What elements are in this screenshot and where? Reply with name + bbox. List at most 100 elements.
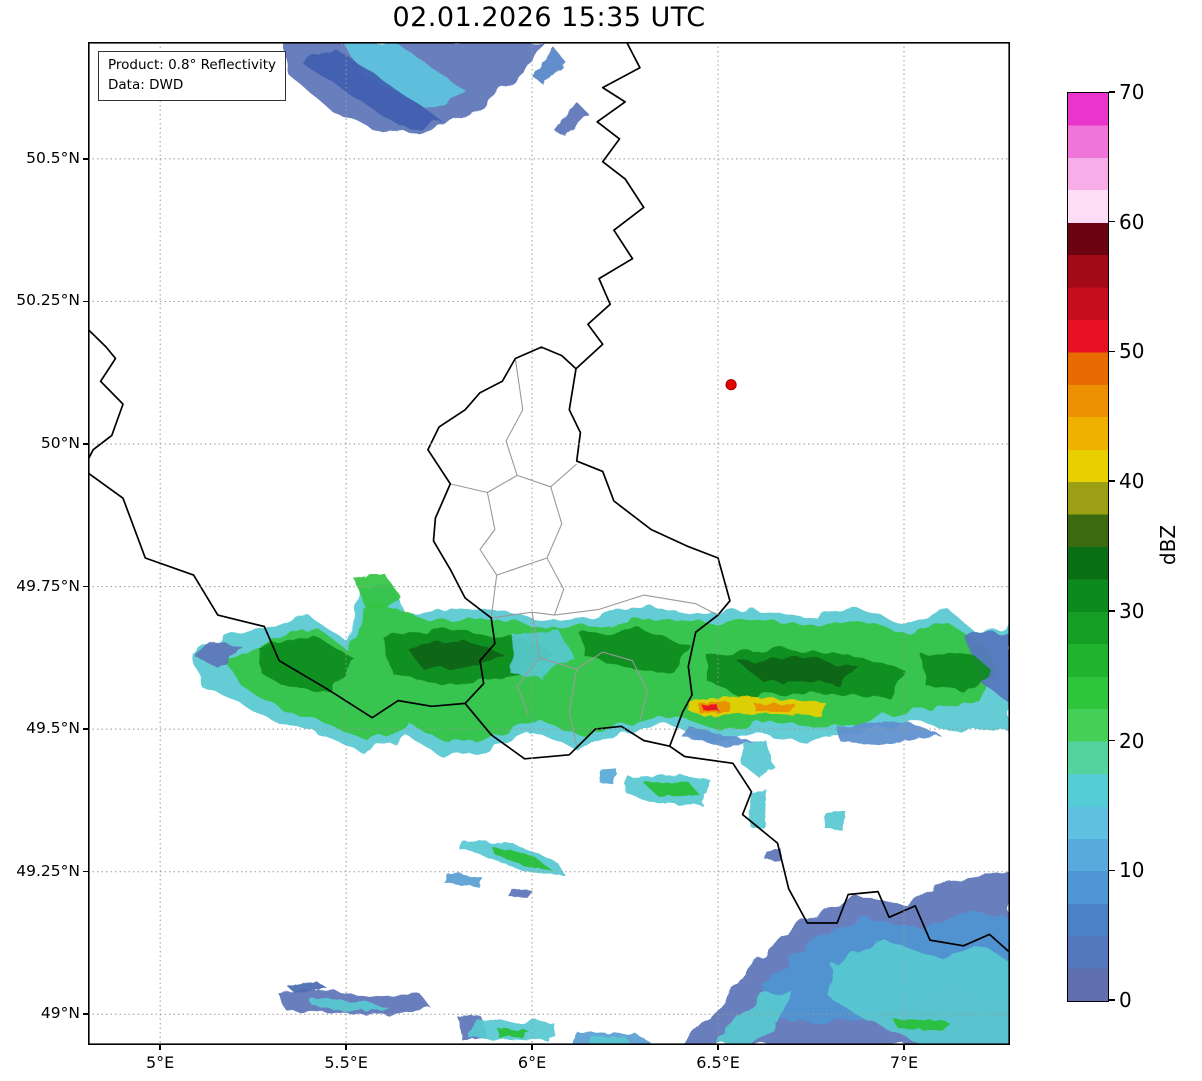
admin-border [568, 669, 578, 747]
admin-border [496, 557, 548, 576]
map-plot: Product: 0.8° Reflectivity Data: DWD [88, 42, 1010, 1045]
colorbar-tick [1109, 999, 1115, 1001]
x-tick-label: 6°E [517, 1053, 547, 1072]
y-tick-label: 49.5°N [26, 719, 80, 738]
echo-bm-green [496, 1028, 529, 1039]
map-frame [88, 42, 1010, 1045]
echo-north-cyan [342, 42, 469, 111]
echo-sw-streak-2 [442, 871, 484, 888]
x-tick-label: 6.5°E [696, 1053, 740, 1072]
x-tick [903, 1045, 905, 1050]
echo-band-slate-left [193, 640, 242, 670]
colorbar-tick-label: 0 [1119, 988, 1132, 1012]
colorbar-tick-label: 70 [1119, 80, 1145, 104]
border-france-belgium [88, 471, 466, 719]
echo-cell-s-speck [824, 811, 847, 831]
echo-band-core-cw-dark [405, 640, 503, 670]
x-tick [345, 1045, 347, 1050]
echo-band-core-far-e [922, 652, 994, 692]
colorbar-tick [1109, 350, 1115, 353]
admin-border [516, 612, 541, 716]
product-info-box: Product: 0.8° Reflectivity Data: DWD [98, 51, 286, 102]
border-france-germany [668, 745, 1010, 954]
border-givet-salient [88, 328, 124, 462]
radar-echoes [193, 42, 1010, 1045]
product-info-line: Product: 0.8° Reflectivity [108, 57, 276, 73]
y-tick [83, 728, 88, 730]
echo-band-fringe-s1 [680, 726, 756, 748]
echo-north-dark [301, 47, 443, 128]
colorbar-tick [1109, 869, 1115, 872]
y-tick [83, 300, 88, 303]
x-tick-label: 7°E [889, 1053, 919, 1072]
echo-band-core-w [256, 635, 354, 692]
echo-band-core-c [580, 629, 692, 673]
colorbar-tick-label: 10 [1119, 858, 1145, 883]
y-tick-label: 49°N [40, 1004, 80, 1023]
y-tick [83, 1013, 88, 1015]
radar-map-canvas [88, 42, 1010, 1045]
echo-bl-cyan [308, 998, 391, 1012]
x-tick-label: 5.5°E [324, 1053, 368, 1072]
colorbar-tick [1109, 739, 1115, 742]
echo-band-red-speck [703, 705, 718, 711]
echo-cell-s-speck-2 [599, 767, 616, 784]
y-tick [83, 585, 88, 588]
echo-band-core-e-dark [736, 657, 860, 684]
colorbar-gradient [1068, 93, 1108, 1001]
y-tick-label: 50°N [40, 433, 80, 452]
echo-bm2-cyan [587, 1035, 633, 1045]
radar-site-marker [725, 379, 737, 391]
colorbar-tick-label: 30 [1119, 598, 1145, 623]
echo-sw-streak-green [491, 846, 553, 871]
echo-speck-e [764, 848, 782, 862]
echo-band-cyan-gap [509, 629, 573, 681]
echo-cell-s-streak [749, 789, 767, 829]
y-tick-label: 49.25°N [16, 861, 80, 880]
figure-title: 02.01.2026 15:35 UTC [392, 2, 706, 33]
data-source-line: Data: DWD [108, 76, 184, 93]
colorbar-unit-label: dBZ [1156, 524, 1181, 566]
colorbar-tick [1109, 610, 1115, 612]
colorbar-tick [1109, 220, 1115, 223]
echo-band-fringe-s2 [837, 720, 942, 746]
colorbar-tick-label: 20 [1119, 728, 1145, 753]
x-tick [531, 1045, 533, 1050]
y-tick [83, 158, 88, 160]
colorbar-tick [1109, 480, 1115, 482]
colorbar [1067, 92, 1109, 1002]
echo-north-speck-2 [554, 101, 588, 137]
admin-border [554, 594, 719, 616]
colorbar-tick-label: 40 [1119, 469, 1145, 494]
colorbar-tick-label: 50 [1119, 339, 1145, 364]
admin-border [539, 651, 648, 721]
border-luxembourg [427, 346, 731, 760]
echo-sw-speck [507, 887, 534, 899]
colorbar-tick-label: 60 [1119, 209, 1145, 234]
echo-north-speck-1 [532, 47, 566, 85]
echo-se-cyan [829, 940, 1010, 1045]
y-tick-label: 50.25°N [16, 291, 80, 310]
echo-bl-streak [286, 981, 328, 993]
y-tick [83, 443, 88, 445]
y-tick [83, 870, 88, 873]
admin-border [450, 463, 578, 494]
x-tick [159, 1045, 161, 1050]
admin-border [491, 611, 555, 619]
x-tick [717, 1045, 719, 1050]
admin-border [505, 358, 524, 476]
echo-band-bump [353, 572, 402, 613]
echo-hang-streak [740, 740, 774, 778]
y-tick-label: 49.75°N [16, 576, 80, 595]
echo-se-cyan-2 [718, 991, 793, 1045]
y-tick-label: 50.5°N [26, 148, 80, 167]
admin-border [479, 492, 498, 618]
echo-band-orange-2 [755, 703, 797, 712]
echo-se-green-line [892, 1018, 949, 1031]
colorbar-tick [1109, 91, 1115, 93]
echo-cell-s-green [643, 781, 700, 797]
admin-border [546, 486, 565, 616]
x-tick-label: 5°E [145, 1053, 175, 1072]
border-germany-belgium [575, 42, 645, 370]
